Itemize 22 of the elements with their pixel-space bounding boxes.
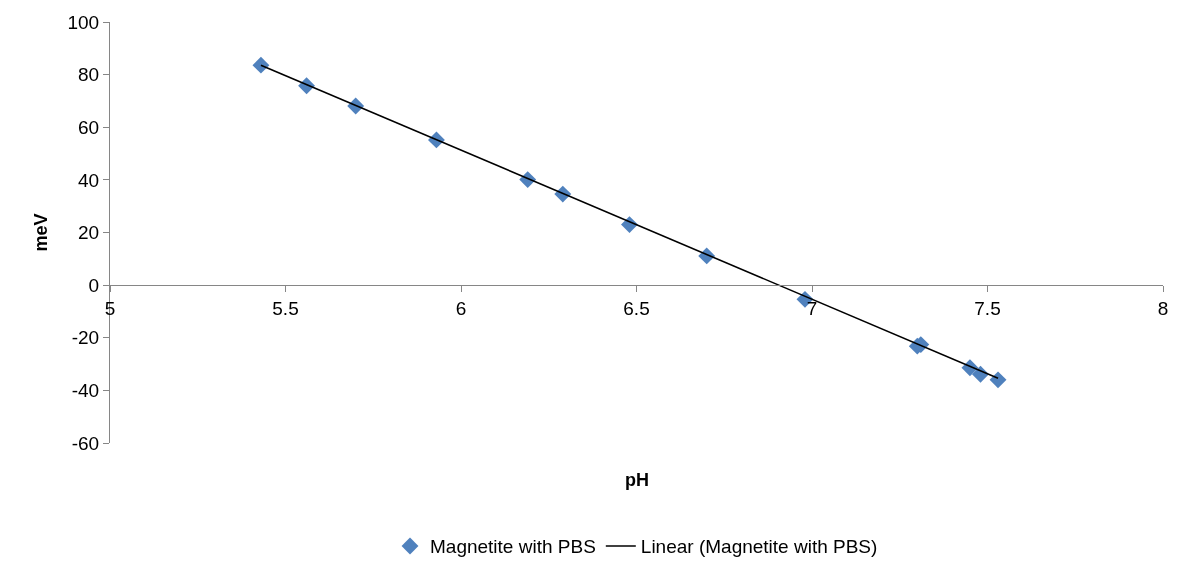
y-tick-label: 0 bbox=[88, 274, 100, 296]
x-tick-label: 5 bbox=[104, 297, 116, 319]
x-tick-label: 7 bbox=[806, 297, 818, 319]
y-tick-label: 20 bbox=[78, 222, 100, 244]
x-tick-label: 8 bbox=[1157, 297, 1169, 319]
y-axis-title: meV bbox=[30, 213, 51, 252]
point bbox=[989, 371, 1007, 389]
x-tick-label: 5.5 bbox=[272, 297, 299, 319]
x-axis-title: pH bbox=[625, 470, 649, 490]
x-tick-label: 7.5 bbox=[974, 297, 1001, 319]
x-tick-label: 6.5 bbox=[623, 297, 650, 319]
y-tick-label: 80 bbox=[78, 64, 100, 86]
x-tick-label: 6 bbox=[455, 297, 467, 319]
y-tick-label: -60 bbox=[71, 432, 100, 454]
legend-label: Magnetite with PBS bbox=[430, 536, 596, 558]
y-tick-label: 40 bbox=[78, 169, 100, 191]
y-tick-label: -20 bbox=[71, 327, 100, 349]
legend-label: Linear (Magnetite with PBS) bbox=[640, 536, 878, 558]
y-tick-label: 60 bbox=[78, 116, 100, 138]
point bbox=[252, 56, 270, 74]
y-tick-label: -40 bbox=[71, 380, 100, 402]
y-tick-label: 100 bbox=[67, 11, 100, 33]
